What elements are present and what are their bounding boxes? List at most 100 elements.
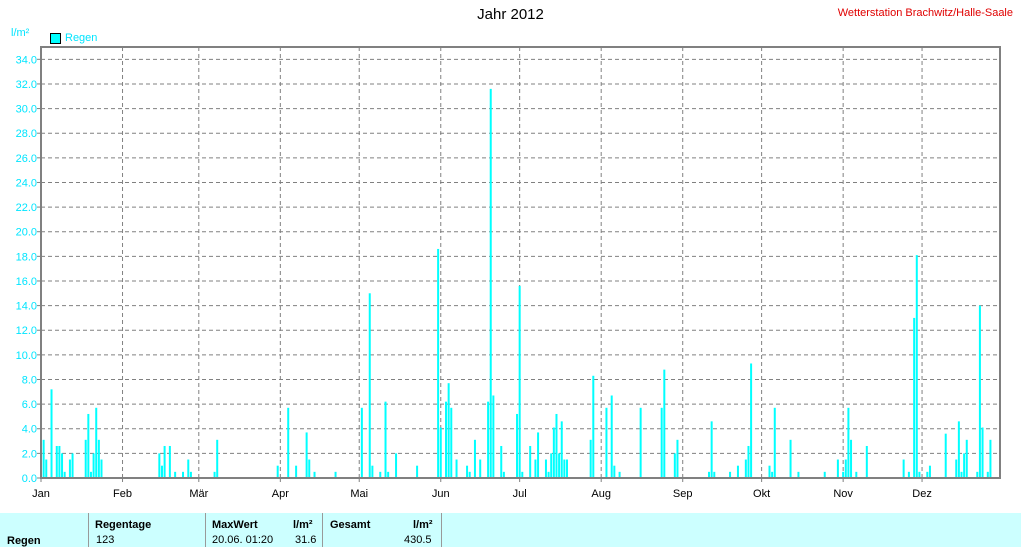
rain-bar xyxy=(187,459,190,478)
rain-bar xyxy=(563,459,566,478)
regentage-value: 123 xyxy=(96,534,115,546)
rain-bar xyxy=(89,471,92,478)
gesamt-value: 430.5 xyxy=(404,534,432,546)
rain-bar xyxy=(555,413,558,478)
rain-bar xyxy=(437,248,440,478)
x-tick-label: Dez xyxy=(912,488,932,500)
rain-bar xyxy=(605,407,608,478)
rain-bar xyxy=(823,471,826,478)
rain-bar xyxy=(158,453,161,478)
y-tick-label: 32.0 xyxy=(16,79,37,91)
rain-bar xyxy=(63,471,66,478)
y-tick-label: 6.0 xyxy=(22,399,37,411)
gesamt-unit: l/m² xyxy=(413,519,433,531)
rain-bar xyxy=(455,459,458,478)
rain-bar xyxy=(84,439,87,478)
summary-table: Regen Regentage 123 MaxWert l/m² 20.06. … xyxy=(0,513,1021,547)
rain-bar xyxy=(529,445,532,478)
rain-bar xyxy=(276,465,279,478)
rain-bar xyxy=(928,465,931,478)
rain-bar xyxy=(468,471,471,478)
maxwert-header: MaxWert xyxy=(212,519,258,531)
rain-bar xyxy=(50,389,53,478)
rain-bar xyxy=(360,407,363,478)
row-label: Regen xyxy=(7,535,41,547)
rain-bar xyxy=(836,459,839,478)
x-tick-label: Nov xyxy=(833,488,853,500)
rain-bar xyxy=(708,471,711,478)
rain-bar xyxy=(989,439,992,478)
rain-bar xyxy=(466,465,469,478)
rain-bar xyxy=(61,453,64,478)
x-tick-label: Mai xyxy=(350,488,368,500)
rain-bar xyxy=(473,439,476,478)
rain-bar xyxy=(55,445,58,478)
rain-bar xyxy=(379,471,382,478)
rain-bar xyxy=(216,439,219,478)
regentage-header: Regentage xyxy=(95,519,152,531)
rain-bar xyxy=(847,407,850,478)
y-tick-label: 28.0 xyxy=(16,128,37,140)
rain-bar xyxy=(750,363,753,478)
y-tick-label: 22.0 xyxy=(16,202,37,214)
y-tick-label: 26.0 xyxy=(16,153,37,165)
rain-bar xyxy=(902,459,905,478)
rain-bar xyxy=(534,459,537,478)
rain-bar xyxy=(986,471,989,478)
rain-bar xyxy=(334,471,337,478)
legend: Regen xyxy=(50,32,97,44)
gesamt-header: Gesamt xyxy=(330,519,371,531)
x-tick-label: Apr xyxy=(272,488,289,500)
rain-bar xyxy=(713,471,716,478)
rain-bar xyxy=(729,471,732,478)
rain-bar xyxy=(592,375,595,478)
rain-bar xyxy=(865,445,868,478)
rain-bar xyxy=(168,445,171,478)
rain-bar xyxy=(676,439,679,478)
rain-bar xyxy=(768,465,771,478)
rain-bar xyxy=(95,407,98,478)
x-tick-label: Mär xyxy=(189,488,208,500)
rain-bar xyxy=(663,369,666,478)
rain-bar xyxy=(797,471,800,478)
rain-bar xyxy=(955,459,958,478)
rain-bar xyxy=(610,395,613,478)
rain-bar xyxy=(92,453,95,478)
rain-bar xyxy=(710,421,713,478)
rain-bar xyxy=(960,471,963,478)
rain-bar xyxy=(855,471,858,478)
x-tick-label: Sep xyxy=(673,488,693,500)
rain-bar xyxy=(87,413,90,478)
rain-bar xyxy=(773,407,776,478)
rain-bar xyxy=(981,427,984,478)
rain-bar xyxy=(308,459,311,478)
rain-bar xyxy=(537,432,540,478)
rain-bar xyxy=(387,471,390,478)
rain-bar xyxy=(589,439,592,478)
rain-bar xyxy=(395,453,398,478)
rain-bar xyxy=(747,445,750,478)
rain-bar xyxy=(918,471,921,478)
rain-bar xyxy=(850,439,853,478)
rain-bar xyxy=(450,407,453,478)
rain-bar xyxy=(521,471,524,478)
rain-bar xyxy=(487,401,490,478)
legend-label: Regen xyxy=(65,32,98,44)
rain-bar xyxy=(744,459,747,478)
y-tick-label: 34.0 xyxy=(16,54,37,66)
rain-bar xyxy=(907,471,910,478)
rain-bar xyxy=(502,471,505,478)
rain-bar xyxy=(439,427,442,478)
rain-bar xyxy=(673,453,676,478)
y-tick-label: 14.0 xyxy=(16,301,37,313)
rain-bar xyxy=(544,459,547,478)
plot-frame xyxy=(40,46,1001,479)
rain-bar xyxy=(295,465,298,478)
rain-bar xyxy=(492,395,495,478)
rain-bar xyxy=(174,471,177,478)
rain-bar xyxy=(516,413,519,478)
chart-title: Jahr 2012 xyxy=(477,6,544,23)
y-tick-label: 4.0 xyxy=(22,424,37,436)
rain-bar xyxy=(213,471,216,478)
x-tick-label: Okt xyxy=(753,488,770,500)
